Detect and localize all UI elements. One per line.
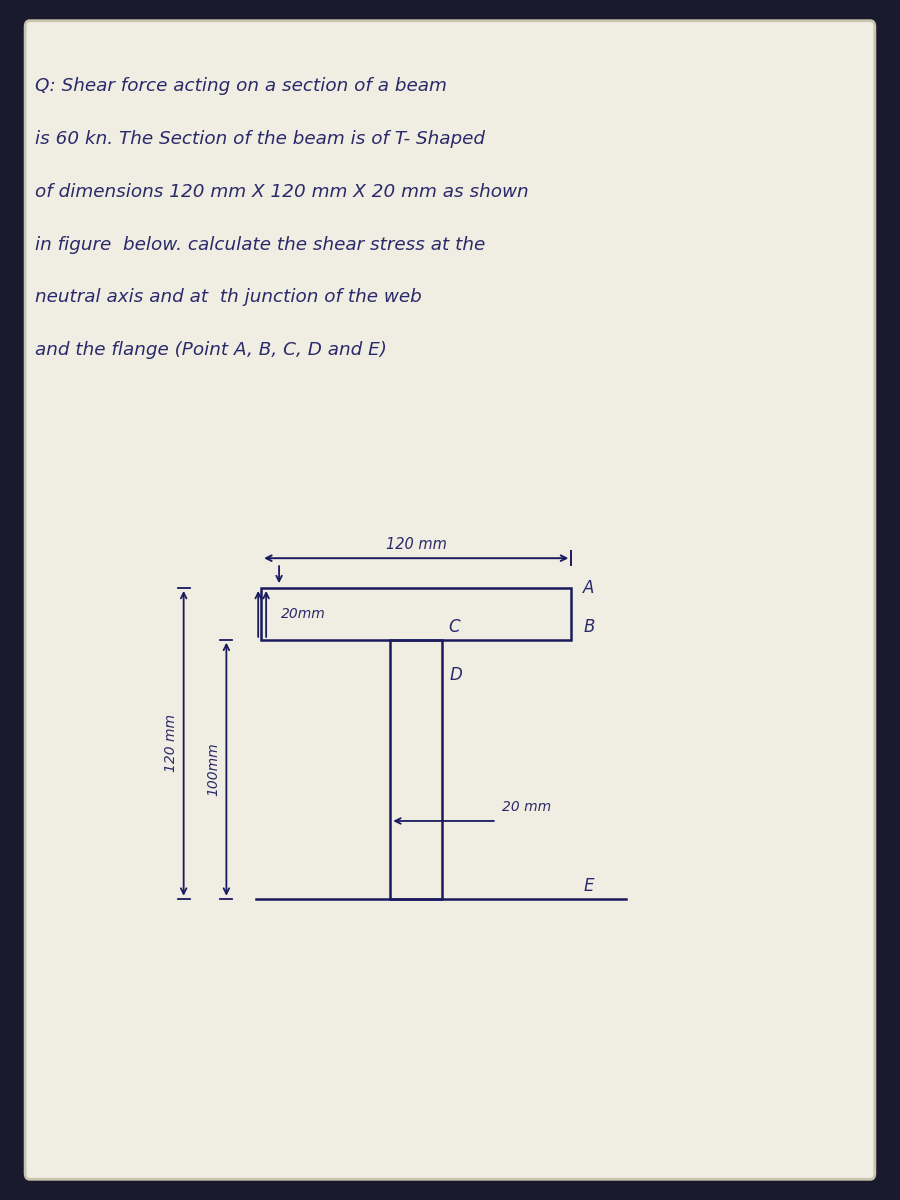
Text: and the flange (Point A, B, C, D and E): and the flange (Point A, B, C, D and E): [34, 341, 386, 359]
Text: B: B: [583, 618, 595, 636]
Text: 120 mm: 120 mm: [164, 714, 177, 773]
Text: 100mm: 100mm: [206, 743, 220, 796]
Text: D: D: [450, 666, 463, 684]
Text: 20mm: 20mm: [281, 607, 326, 620]
Text: neutral axis and at  th junction of the web: neutral axis and at th junction of the w…: [34, 288, 421, 306]
Text: is 60 kn. The Section of the beam is of T- Shaped: is 60 kn. The Section of the beam is of …: [34, 130, 484, 148]
Text: A: A: [583, 580, 595, 598]
Text: in figure  below. calculate the shear stress at the: in figure below. calculate the shear str…: [34, 235, 485, 253]
FancyBboxPatch shape: [25, 20, 875, 1180]
Text: E: E: [583, 877, 594, 895]
Text: C: C: [448, 618, 460, 636]
Text: Q: Shear force acting on a section of a beam: Q: Shear force acting on a section of a …: [34, 78, 446, 96]
Bar: [261, 588, 572, 640]
Text: of dimensions 120 mm X 120 mm X 20 mm as shown: of dimensions 120 mm X 120 mm X 20 mm as…: [34, 182, 528, 200]
Text: 120 mm: 120 mm: [386, 538, 446, 552]
Bar: [391, 640, 442, 899]
Text: 20 mm: 20 mm: [501, 800, 551, 814]
